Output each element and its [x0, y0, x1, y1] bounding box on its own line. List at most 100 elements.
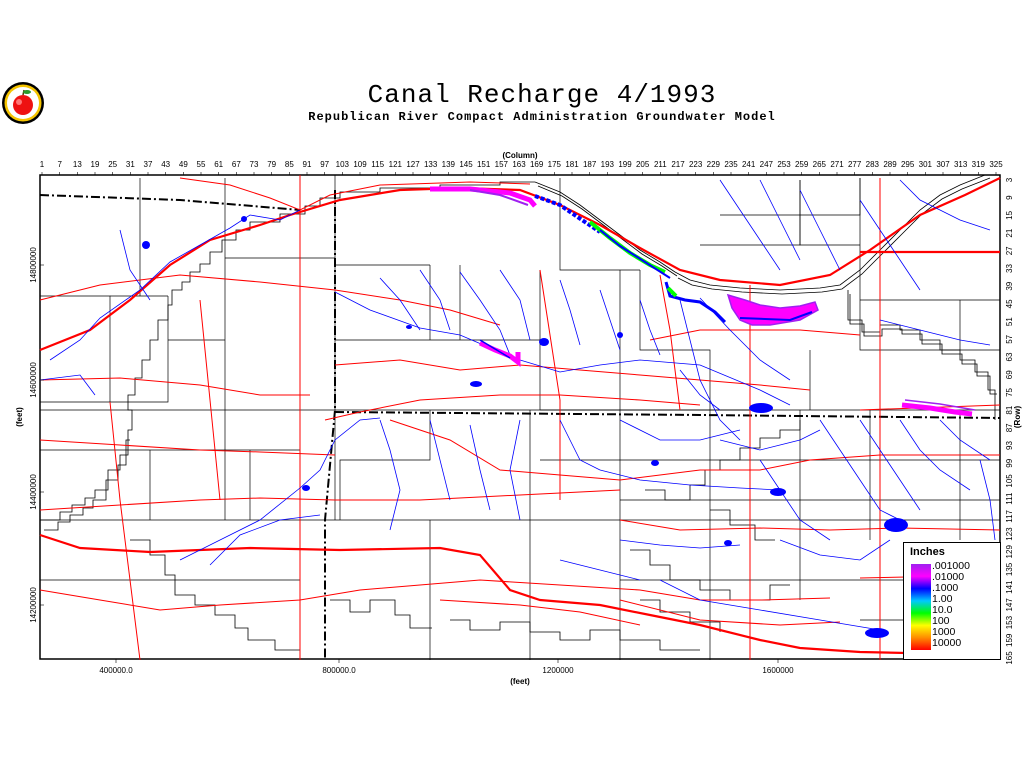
row-tick-label: 135 — [1005, 562, 1014, 576]
row-tick-label: 21 — [1005, 228, 1014, 237]
legend-label: 10.0 — [932, 604, 953, 616]
row-tick-label: 93 — [1005, 441, 1014, 450]
column-tick-label: 73 — [250, 160, 259, 169]
column-axis-label: (Column) — [502, 151, 537, 160]
legend-color-bar — [911, 564, 931, 650]
row-tick-label: 3 — [1005, 177, 1014, 182]
row-tick-label: 99 — [1005, 458, 1014, 467]
column-tick-label: 1 — [40, 160, 45, 169]
row-tick-label: 27 — [1005, 246, 1014, 255]
easting-axis-label: (feet) — [510, 677, 530, 686]
column-tick-label: 67 — [232, 160, 241, 169]
row-tick-label: 141 — [1005, 580, 1014, 594]
column-tick-label: 19 — [91, 160, 100, 169]
column-tick-label: 199 — [618, 160, 632, 169]
column-tick-label: 193 — [601, 160, 615, 169]
legend-label: 10000 — [932, 637, 962, 649]
legend-label: .1000 — [932, 582, 959, 594]
column-tick-label: 265 — [813, 160, 827, 169]
column-tick-label: 319 — [972, 160, 986, 169]
column-tick-label: 223 — [689, 160, 703, 169]
column-tick-label: 145 — [459, 160, 473, 169]
column-tick-label: 61 — [214, 160, 223, 169]
roads — [39, 175, 1001, 661]
column-tick-label: 205 — [636, 160, 650, 169]
row-tick-label: 9 — [1005, 195, 1014, 200]
row-tick-label: 51 — [1005, 317, 1014, 326]
column-tick-label: 115 — [371, 160, 384, 169]
column-tick-label: 211 — [654, 160, 667, 169]
column-tick-label: 217 — [671, 160, 685, 169]
row-tick-label: 87 — [1005, 423, 1014, 432]
column-tick-label: 181 — [565, 160, 579, 169]
row-tick-label: 165 — [1005, 651, 1014, 665]
easting-axis: 400000.0 800000.0 1200000 1600000 — [99, 659, 794, 675]
rivers — [39, 179, 996, 631]
row-axis-label: (Row) — [1013, 406, 1022, 429]
row-tick-label: 57 — [1005, 334, 1014, 343]
row-axis: 3915212733394551576369758187939910511111… — [1005, 177, 1014, 664]
legend-label: 100 — [932, 615, 950, 627]
legend-title: Inches — [910, 546, 945, 558]
row-tick-label: 45 — [1005, 299, 1014, 308]
column-tick-label: 295 — [901, 160, 915, 169]
column-tick-label: 229 — [707, 160, 721, 169]
row-tick-label: 147 — [1005, 598, 1014, 612]
column-tick-label: 253 — [777, 160, 791, 169]
state-borders — [39, 190, 1001, 660]
map-frame — [39, 174, 1001, 660]
column-tick-label: 283 — [866, 160, 880, 169]
legend-label: 1.00 — [932, 593, 953, 605]
row-tick-label: 153 — [1005, 615, 1014, 629]
column-axis: 1 7 13 19 25 31 37 43 49 55 61 67 73 79 85 91 97 103 109 11… — [40, 160, 1003, 175]
column-tick-label: 55 — [197, 160, 206, 169]
recharge-central-canal — [478, 340, 521, 367]
northing-tick-label: 14400000 — [29, 474, 38, 510]
column-tick-label: 43 — [161, 160, 170, 169]
column-tick-label: 13 — [73, 160, 82, 169]
row-tick-label: 33 — [1005, 264, 1014, 273]
page-title: Canal Recharge 4/1993 — [367, 80, 717, 110]
column-tick-label: 31 — [126, 160, 135, 169]
apple-seal-icon — [2, 82, 44, 124]
page-subtitle: Republican River Compact Administration … — [308, 110, 776, 124]
column-tick-label: 151 — [477, 160, 491, 169]
column-tick-label: 79 — [267, 160, 276, 169]
column-tick-label: 109 — [353, 160, 367, 169]
legend-label: 1000 — [932, 626, 956, 638]
column-tick-label: 271 — [830, 160, 844, 169]
row-tick-label: 105 — [1005, 474, 1014, 488]
column-tick-label: 139 — [442, 160, 456, 169]
column-tick-label: 247 — [760, 160, 774, 169]
northing-tick-label: 14200000 — [29, 587, 38, 623]
column-tick-label: 157 — [495, 160, 509, 169]
northing-axis: 14800000 14600000 14400000 14200000 — [29, 247, 44, 623]
column-tick-label: 301 — [919, 160, 933, 169]
column-tick-label: 25 — [108, 160, 117, 169]
column-tick-label: 307 — [936, 160, 950, 169]
legend-label: .01000 — [932, 571, 965, 583]
row-tick-label: 159 — [1005, 633, 1014, 647]
column-tick-label: 175 — [548, 160, 562, 169]
northing-tick-label: 14800000 — [29, 247, 38, 283]
northing-tick-label: 14600000 — [29, 362, 38, 398]
column-tick-label: 235 — [724, 160, 738, 169]
column-tick-label: 163 — [512, 160, 526, 169]
recharge-north-canal — [430, 186, 537, 208]
column-tick-label: 289 — [883, 160, 897, 169]
column-tick-label: 325 — [989, 160, 1003, 169]
row-tick-label: 63 — [1005, 352, 1014, 361]
row-tick-label: 39 — [1005, 281, 1014, 290]
row-tick-label: 75 — [1005, 387, 1014, 396]
column-tick-label: 313 — [954, 160, 968, 169]
row-tick-label: 15 — [1005, 210, 1014, 219]
column-tick-label: 169 — [530, 160, 544, 169]
model-boundary — [40, 174, 997, 651]
row-tick-label: 117 — [1005, 509, 1014, 522]
column-tick-label: 133 — [424, 160, 438, 169]
easting-tick-label: 400000.0 — [99, 666, 133, 675]
column-tick-label: 103 — [336, 160, 350, 169]
row-tick-label: 123 — [1005, 527, 1014, 541]
row-tick-label: 111 — [1005, 492, 1014, 505]
